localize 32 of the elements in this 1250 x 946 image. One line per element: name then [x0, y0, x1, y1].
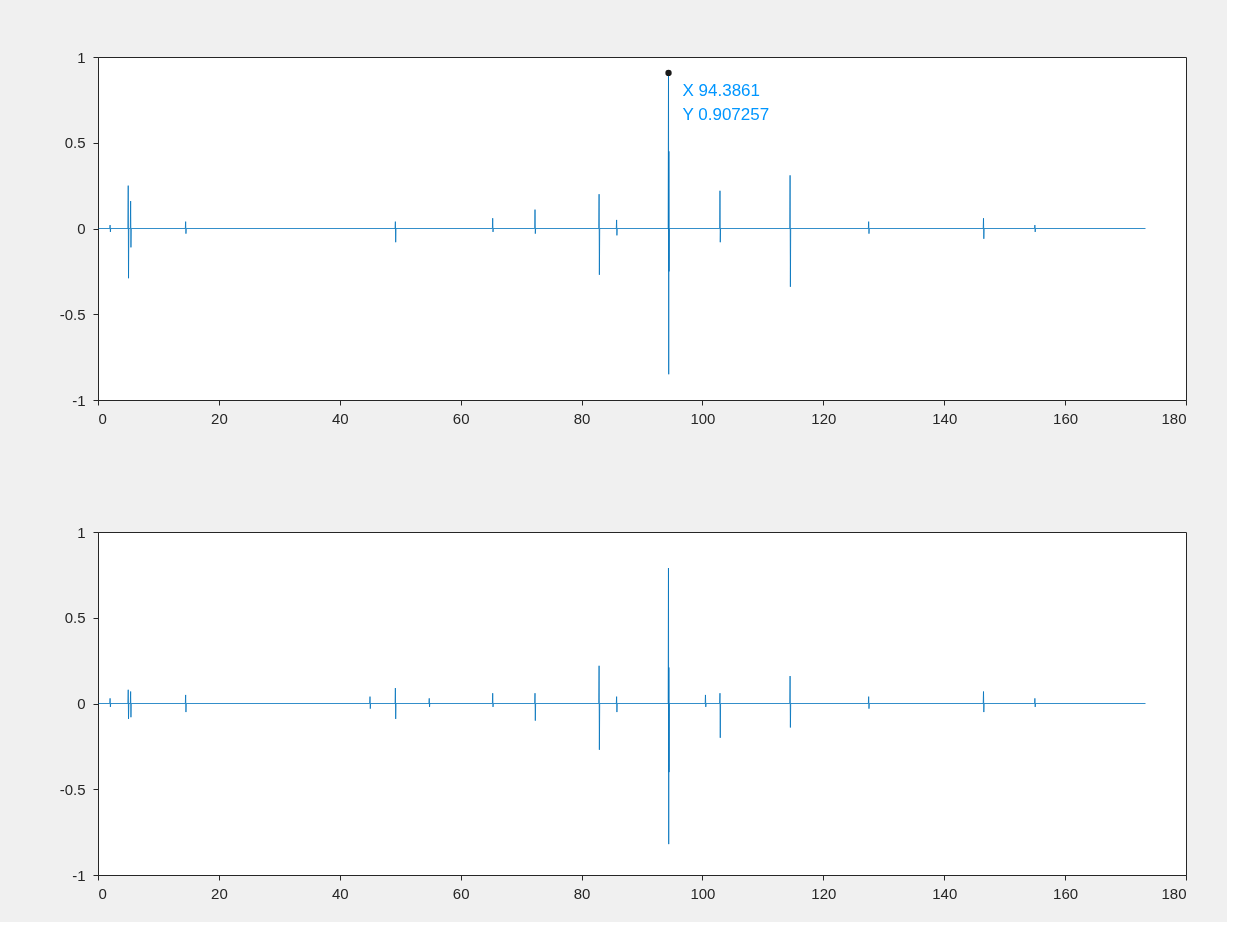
x-tick-label: 20	[211, 409, 228, 427]
x-tick-label: 0	[98, 884, 107, 902]
x-tick-label: 160	[1053, 409, 1079, 427]
x-tick-label: 60	[452, 884, 470, 902]
y-tick-label: 1	[77, 48, 86, 66]
x-tick-label: 100	[690, 884, 716, 902]
line-series	[98, 567, 1146, 845]
x-tick-label: 80	[573, 884, 591, 902]
x-tick-label: 40	[331, 409, 349, 427]
x-tick-label: 140	[932, 409, 958, 427]
x-tick-label: 20	[211, 884, 228, 902]
y-tick-label: -1	[72, 866, 86, 884]
x-tick-label: 100	[690, 409, 716, 427]
x-tick-label: 60	[452, 409, 470, 427]
y-tick-label: 1	[77, 523, 86, 541]
y-tick-label: 0.5	[64, 134, 86, 152]
y-tick-label: 0	[77, 695, 86, 712]
y-tick-label: 0.5	[64, 609, 86, 627]
x-tick-label: 0	[98, 409, 107, 427]
annotation: X 94.3861 Y 0.907257	[682, 80, 770, 124]
y-tick-label: -0.5	[59, 780, 86, 798]
y-tick-label: -1	[72, 391, 86, 409]
x-tick-label: 40	[331, 884, 349, 902]
x-tick-label: 160	[1053, 884, 1079, 902]
x-tick-label: 120	[811, 409, 837, 427]
x-tick-label: 80	[573, 409, 591, 427]
x-tick-label: 180	[1161, 409, 1187, 427]
x-tick-label: 180	[1161, 884, 1187, 902]
y-tick-label: 0	[77, 220, 86, 237]
y-tick-label: -0.5	[59, 305, 86, 323]
x-tick-label: 120	[811, 884, 837, 902]
x-tick-label: 140	[932, 884, 958, 902]
